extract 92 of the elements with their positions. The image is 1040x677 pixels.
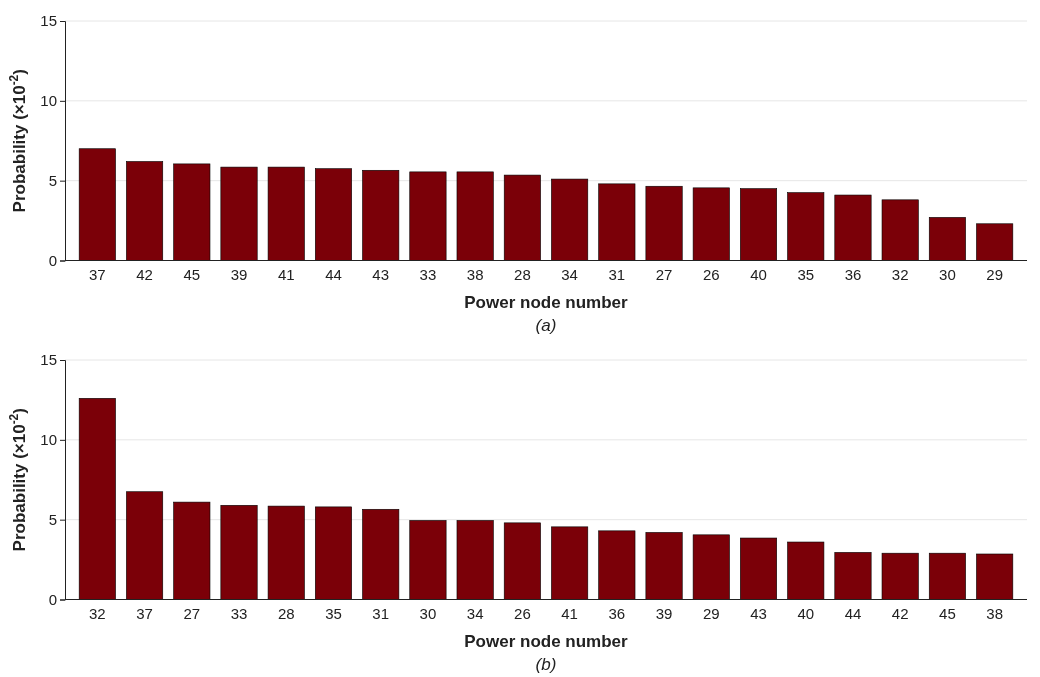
bar — [362, 508, 400, 600]
bar — [598, 530, 636, 600]
x-tick-label: 39 — [230, 266, 248, 284]
bar — [456, 171, 494, 261]
x-tick-label: 35 — [797, 266, 815, 284]
x-tick-label: 28 — [514, 266, 531, 284]
bar — [740, 537, 777, 600]
x-tick-label: 37 — [136, 604, 153, 622]
x-tick-label: 41 — [561, 604, 578, 622]
x-tick-label: 44 — [325, 266, 342, 284]
x-tick-label: 37 — [89, 266, 106, 284]
bar — [551, 178, 589, 261]
x-tick-label: 34 — [561, 266, 578, 284]
bar — [220, 504, 258, 600]
x-tick-label: 27 — [655, 266, 673, 284]
bar — [220, 166, 258, 261]
x-tick-label: 36 — [608, 604, 626, 622]
bar — [645, 185, 683, 261]
x-tick-label: 45 — [939, 604, 956, 622]
bar — [267, 166, 305, 261]
x-tick-label: 33 — [419, 266, 437, 284]
text: (b) — [535, 654, 557, 673]
bar — [928, 552, 966, 600]
x-tick-label: 31 — [372, 604, 390, 622]
x-tick-label: 43 — [372, 266, 390, 284]
x-tick-label: 30 — [939, 266, 956, 284]
x-axis-title: Power node number — [464, 631, 629, 650]
bar — [409, 171, 447, 261]
x-tick-label: 29 — [986, 266, 1003, 284]
bar — [692, 187, 730, 261]
y-tick-label: 5 — [48, 510, 57, 528]
bar — [881, 552, 919, 600]
bar — [173, 501, 211, 600]
x-tick-label: 34 — [466, 604, 484, 622]
x-tick-label: 41 — [277, 266, 295, 284]
bar — [881, 199, 919, 261]
x-tick-label: 42 — [136, 266, 153, 284]
y-tick-label: 5 — [48, 171, 57, 189]
x-tick-label: 31 — [608, 266, 626, 284]
y-tick-label: 0 — [48, 251, 57, 269]
x-tick-label: 30 — [419, 604, 437, 622]
bar — [598, 183, 636, 261]
y-tick-label: 15 — [40, 350, 57, 368]
bar — [173, 163, 211, 261]
bar — [834, 194, 872, 261]
x-tick-label: 32 — [89, 604, 106, 622]
x-tick-label: 27 — [183, 604, 201, 622]
bar — [787, 541, 825, 600]
x-tick-label: 40 — [750, 266, 767, 284]
y-tick-label: 15 — [40, 12, 57, 30]
bar — [976, 223, 1014, 261]
x-tick-label: 38 — [986, 604, 1003, 622]
bar — [787, 192, 825, 261]
x-tick-label: 44 — [844, 604, 862, 622]
x-tick-label: 40 — [797, 604, 815, 622]
x-tick-label: 29 — [702, 604, 720, 622]
bar — [928, 217, 966, 261]
bar — [78, 397, 116, 600]
x-tick-label: 36 — [844, 266, 862, 284]
x-tick-label: 45 — [183, 266, 201, 284]
bar — [692, 534, 730, 600]
bar — [78, 148, 116, 261]
text: (a) — [535, 315, 557, 335]
x-tick-label: 38 — [466, 266, 484, 284]
bar — [409, 519, 447, 600]
y-tick-label: 10 — [40, 92, 57, 110]
x-tick-label: 43 — [750, 604, 767, 622]
bar — [362, 169, 400, 261]
bar — [126, 161, 164, 261]
y-tick-label: 0 — [48, 590, 57, 608]
bar — [315, 506, 352, 600]
bar — [976, 553, 1014, 600]
x-tick-label: 32 — [891, 266, 909, 284]
bar — [645, 531, 683, 600]
bar — [126, 490, 164, 600]
x-tick-label: 26 — [514, 604, 531, 622]
bar — [503, 522, 541, 600]
x-tick-label: 39 — [655, 604, 673, 622]
bar — [503, 174, 541, 261]
bar — [834, 551, 872, 600]
bar — [551, 526, 589, 600]
x-tick-label: 35 — [325, 604, 342, 622]
x-axis-title: Power node number — [464, 292, 629, 312]
x-tick-label: 28 — [277, 604, 295, 622]
bar — [315, 168, 352, 261]
x-tick-label: 42 — [891, 604, 909, 622]
x-tick-label: 26 — [702, 266, 720, 284]
bar — [456, 519, 494, 600]
y-tick-label: 10 — [40, 430, 57, 448]
x-tick-label: 33 — [230, 604, 248, 622]
bar — [740, 188, 777, 261]
bar — [267, 505, 305, 600]
